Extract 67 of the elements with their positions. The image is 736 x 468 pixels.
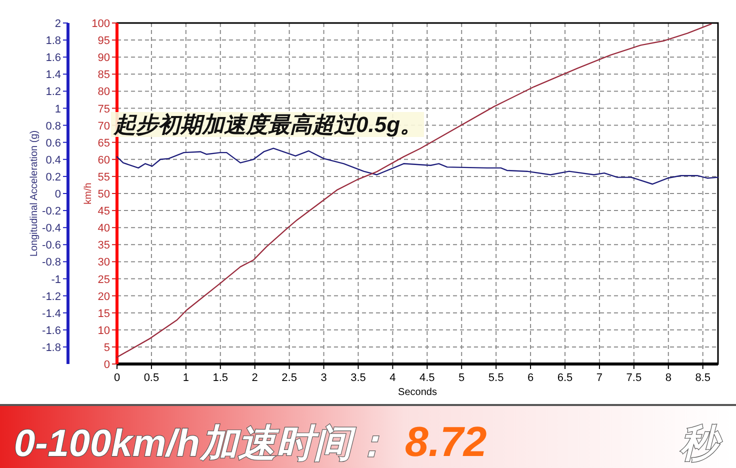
y-tick-label: 1.6 [46,52,61,64]
x-tick-label: 5.5 [488,372,504,384]
x-tick-label: 0 [114,372,120,384]
x-tick-label: 2.5 [282,372,297,384]
y2-tick-label: 100 [92,18,110,30]
y2-tick-label: 15 [98,308,110,320]
y2-tick-label: 0 [104,359,110,371]
y-tick-label: 0.8 [46,120,61,132]
x-tick-label: 3 [320,372,327,384]
y2-tick-label: 65 [98,137,110,150]
y2-tick-label: 55 [98,171,110,184]
x-tick-label: 8 [665,372,672,384]
y-axis-title: Longitudinal Acceleration (g) [29,130,40,257]
y2-tick-label: 30 [98,256,110,269]
y-tick-label: 0.4 [46,154,61,166]
y-tick-label: 2 [54,18,61,30]
y-tick-label: -0.8 [42,256,61,269]
y2-tick-label: 35 [98,240,110,252]
text: 秒 [680,423,723,465]
y2-tick-label: 85 [98,69,110,82]
x-tick-label: 1.5 [212,372,228,384]
y2-axis-title: km/h [83,182,94,204]
y-tick-label: 1.8 [46,35,61,48]
x-tick-label: 7.5 [626,372,642,384]
x-tick-label: 5 [458,372,465,384]
annotation: 起步初期加速度最高超过0.5g。 [113,112,422,137]
y2-tick-label: 50 [98,188,110,200]
y2-tick-label: 95 [98,35,110,48]
x-tick-label: 7 [596,372,603,384]
y-tick-label: 1 [54,103,61,116]
x-axis-title: Seconds [398,387,437,398]
x-tick-label: 0.5 [144,372,160,384]
y-tick-label: -1.4 [42,308,61,320]
x-tick-label: 6.5 [557,372,573,384]
y-tick-label: -0.4 [42,222,61,235]
y2-tick-label: 40 [98,222,110,235]
x-tick-label: 8.5 [695,372,710,384]
y-tick-label: 0 [54,188,61,200]
y2-tick-label: 25 [98,274,110,286]
y2-tick-label: 60 [98,154,110,166]
x-tick-label: 2 [252,372,258,384]
y-tick-label: 0.6 [46,137,61,150]
y2-tick-label: 5 [104,342,110,354]
x-tick-label: 4.5 [420,372,435,384]
y2-tick-label: 90 [98,52,110,64]
text: 8.72 [405,418,487,465]
x-tick-label: 3.5 [350,372,366,384]
y-tick-label: -1.8 [42,342,61,354]
y-tick-label: -0.6 [42,240,61,252]
y-tick-label: 0.2 [46,171,61,184]
text: 0-100km/h加速时间： [14,423,390,465]
y-tick-label: -0.2 [42,206,61,218]
line-series [116,148,719,185]
y-tick-label: -1.6 [42,324,61,337]
x-tick-label: 1 [182,372,189,384]
y-tick-label: 1.4 [46,69,61,82]
y2-tick-label: 80 [98,86,110,98]
y-tick-label: -1.2 [42,290,61,303]
y2-tick-label: 75 [98,103,110,116]
y-tick-label: -1 [51,274,61,286]
y2-tick-label: 20 [98,290,110,303]
x-tick-label: 4 [390,372,396,384]
y2-tick-label: 45 [98,206,110,218]
y2-tick-label: 10 [98,324,110,337]
y2-tick-label: 70 [98,120,110,132]
y-tick-label: 1.2 [46,86,61,98]
x-tick-label: 6 [527,372,534,384]
